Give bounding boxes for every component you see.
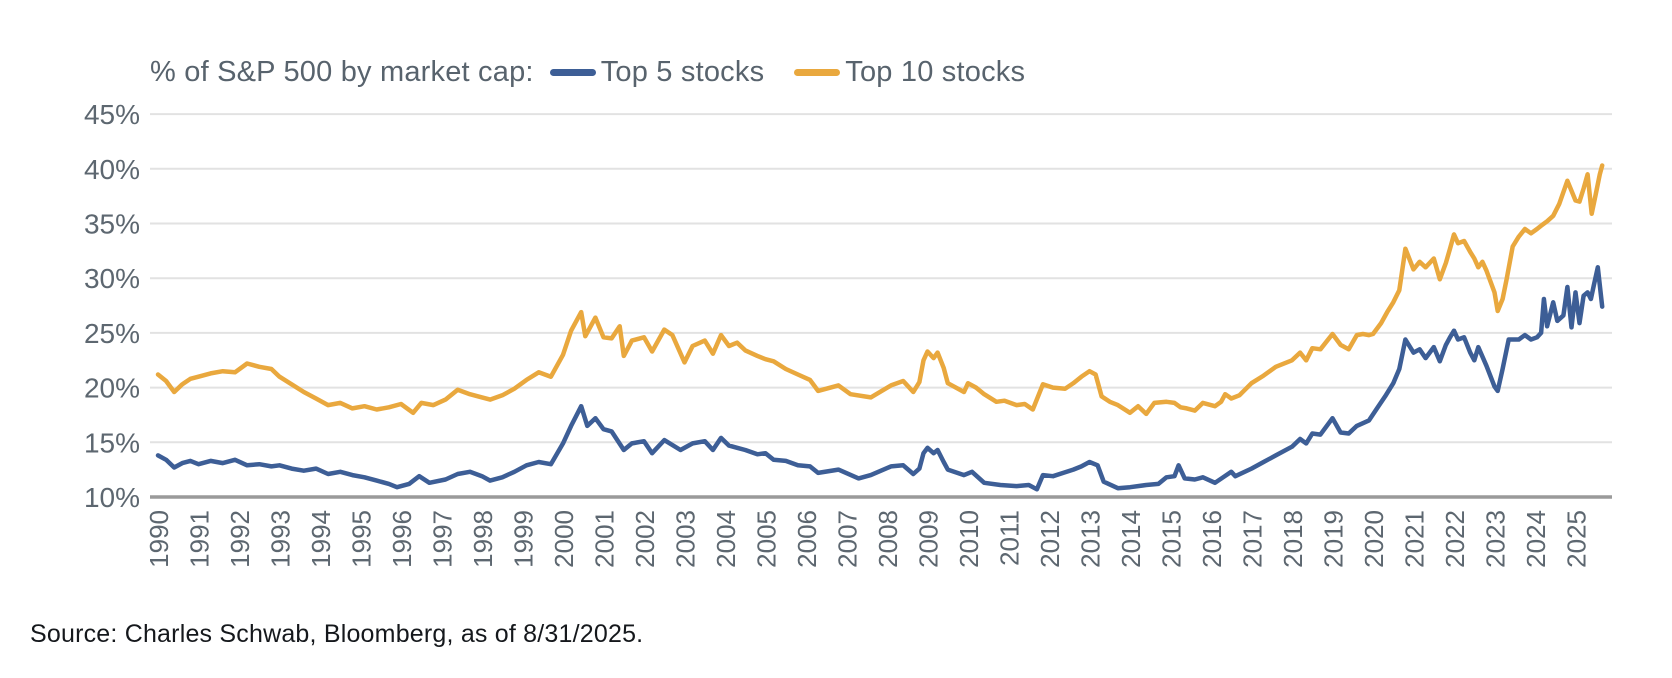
x-axis-tick-label: 2003	[671, 510, 701, 568]
y-axis-tick-label: 10%	[84, 482, 140, 513]
x-axis-tick-label: 1990	[144, 510, 174, 568]
source-note: Source: Charles Schwab, Bloomberg, as of…	[30, 620, 644, 648]
y-axis-tick-label: 20%	[84, 373, 140, 404]
x-axis-tick-label: 2021	[1400, 510, 1430, 568]
x-axis-tick-label: 2024	[1521, 510, 1551, 568]
y-axis-tick-label: 35%	[84, 209, 140, 240]
y-axis-tick-label: 45%	[84, 99, 140, 130]
x-axis-tick-label: 2001	[590, 510, 620, 568]
x-axis-tick-label: 2025	[1562, 510, 1592, 568]
x-axis-tick-label: 1996	[387, 510, 417, 568]
legend-label-top5: Top 5 stocks	[600, 56, 765, 88]
x-axis-tick-label: 2004	[711, 510, 741, 568]
x-axis-tick-label: 1995	[347, 510, 377, 568]
x-axis-tick-label: 1997	[428, 510, 458, 568]
x-axis-tick-label: 2009	[914, 510, 944, 568]
x-axis-tick-label: 2006	[792, 510, 822, 568]
series-line-top-5-stocks	[155, 265, 1605, 492]
x-axis-tick-label: 1998	[468, 510, 498, 568]
x-axis-tick-label: 2008	[873, 510, 903, 568]
x-axis-tick-label: 2017	[1238, 510, 1268, 568]
x-axis-tick-label: 2023	[1481, 510, 1511, 568]
x-axis-tick-label: 2014	[1116, 510, 1146, 568]
x-axis-tick-label: 1991	[185, 510, 215, 568]
y-axis-tick-label: 30%	[84, 263, 140, 294]
x-axis-tick-label: 2019	[1319, 510, 1349, 568]
x-axis-tick-label: 2010	[954, 510, 984, 568]
x-axis-tick-label: 2013	[1076, 510, 1106, 568]
x-axis-tick-label: 2015	[1157, 510, 1187, 568]
x-axis-tick-label: 1999	[509, 510, 539, 568]
x-axis-tick-label: 2005	[752, 510, 782, 568]
y-axis-tick-label: 15%	[84, 427, 140, 458]
x-axis-tick-label: 2000	[549, 510, 579, 568]
x-axis-tick-label: 2018	[1278, 510, 1308, 568]
y-axis-tick-label: 40%	[84, 154, 140, 185]
legend-item-top5: Top 5 stocks	[549, 56, 765, 89]
top5-line-swatch-icon	[549, 69, 596, 76]
top10-line-swatch-icon	[794, 69, 841, 76]
series-line-top-10-stocks	[155, 163, 1605, 417]
chart-title: % of S&P 500 by market cap:	[150, 56, 534, 88]
x-axis-tick-label: 2016	[1197, 510, 1227, 568]
x-axis-tick-label: 2007	[833, 510, 863, 568]
chart-header: % of S&P 500 by market cap: Top 5 stocks…	[150, 56, 1055, 89]
y-axis-tick-label: 25%	[84, 318, 140, 349]
x-axis-tick-label: 1992	[225, 510, 255, 568]
x-axis-tick-label: 1994	[306, 510, 336, 568]
x-axis-tick-label: 2011	[995, 510, 1025, 566]
x-axis-tick-label: 1993	[266, 510, 296, 568]
x-axis-tick-label: 2020	[1359, 510, 1389, 568]
legend-label-top10: Top 10 stocks	[845, 56, 1026, 88]
x-axis-tick-label: 2022	[1440, 510, 1470, 568]
x-axis-tick-label: 2002	[630, 510, 660, 568]
x-axis-tick-label: 2012	[1035, 510, 1065, 568]
legend-item-top10: Top 10 stocks	[794, 56, 1025, 89]
